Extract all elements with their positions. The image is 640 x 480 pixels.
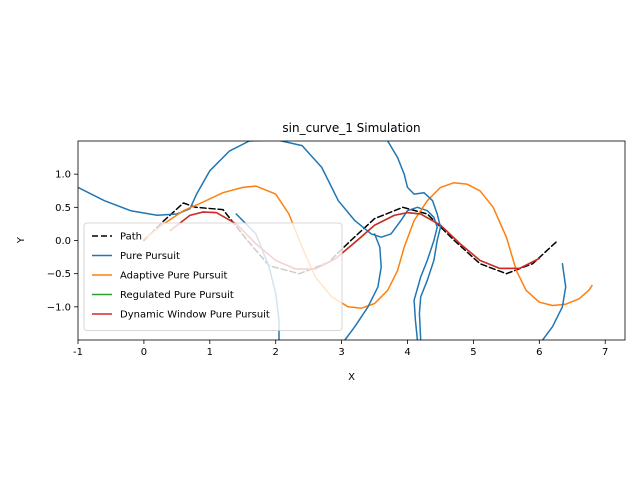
- x-tick-label: -1: [73, 347, 83, 358]
- x-axis-label: X: [348, 372, 355, 383]
- y-tick-label: −0.5: [47, 269, 71, 280]
- y-tick-label: −1.0: [47, 302, 71, 313]
- series-line-dynamic-window-pure-pursuit: [169, 211, 541, 270]
- y-tick-label: 0.5: [55, 203, 71, 214]
- legend-label-path: Path: [120, 232, 142, 243]
- series-segment-pure-pursuit-2: [344, 233, 382, 340]
- x-tick-label: 5: [470, 347, 476, 358]
- x-tick-label: 6: [536, 347, 542, 358]
- series-line-pure-pursuit: [78, 141, 438, 340]
- y-tick-label: 0.0: [55, 236, 71, 247]
- legend-label-dynamic-window-pure-pursuit: Dynamic Window Pure Pursuit: [120, 310, 270, 321]
- y-tick-label: 1.0: [55, 170, 71, 181]
- legend-box: [83, 222, 343, 331]
- legend-label-regulated-pure-pursuit: Regulated Pure Pursuit: [120, 290, 234, 301]
- legend-label-adaptive-pure-pursuit: Adaptive Pure Pursuit: [120, 271, 227, 282]
- x-tick-label: 0: [141, 347, 147, 358]
- x-tick-label: 4: [404, 347, 410, 358]
- x-tick-label: 1: [207, 347, 213, 358]
- series-segment-pure-pursuit-1: [386, 141, 442, 340]
- axes: -1 0 1 2 3 4 5 6 7 −1.0 −0.5 0.0 0.5 1.0: [47, 140, 626, 358]
- series-line-adaptive-pure-pursuit: [143, 182, 593, 309]
- y-axis-label: Y: [16, 236, 27, 244]
- series-segment-pure-pursuit-3: [541, 262, 567, 340]
- x-tick-label: 3: [338, 347, 344, 358]
- x-tick-label: 7: [602, 347, 608, 358]
- legend: Path Pure Pursuit Adaptive Pure Pursuit Reg…: [83, 222, 343, 331]
- x-tick-label: 2: [273, 347, 279, 358]
- legend-label-pure-pursuit: Pure Pursuit: [120, 251, 180, 262]
- chart-title: sin_curve_1 Simulation: [282, 121, 420, 135]
